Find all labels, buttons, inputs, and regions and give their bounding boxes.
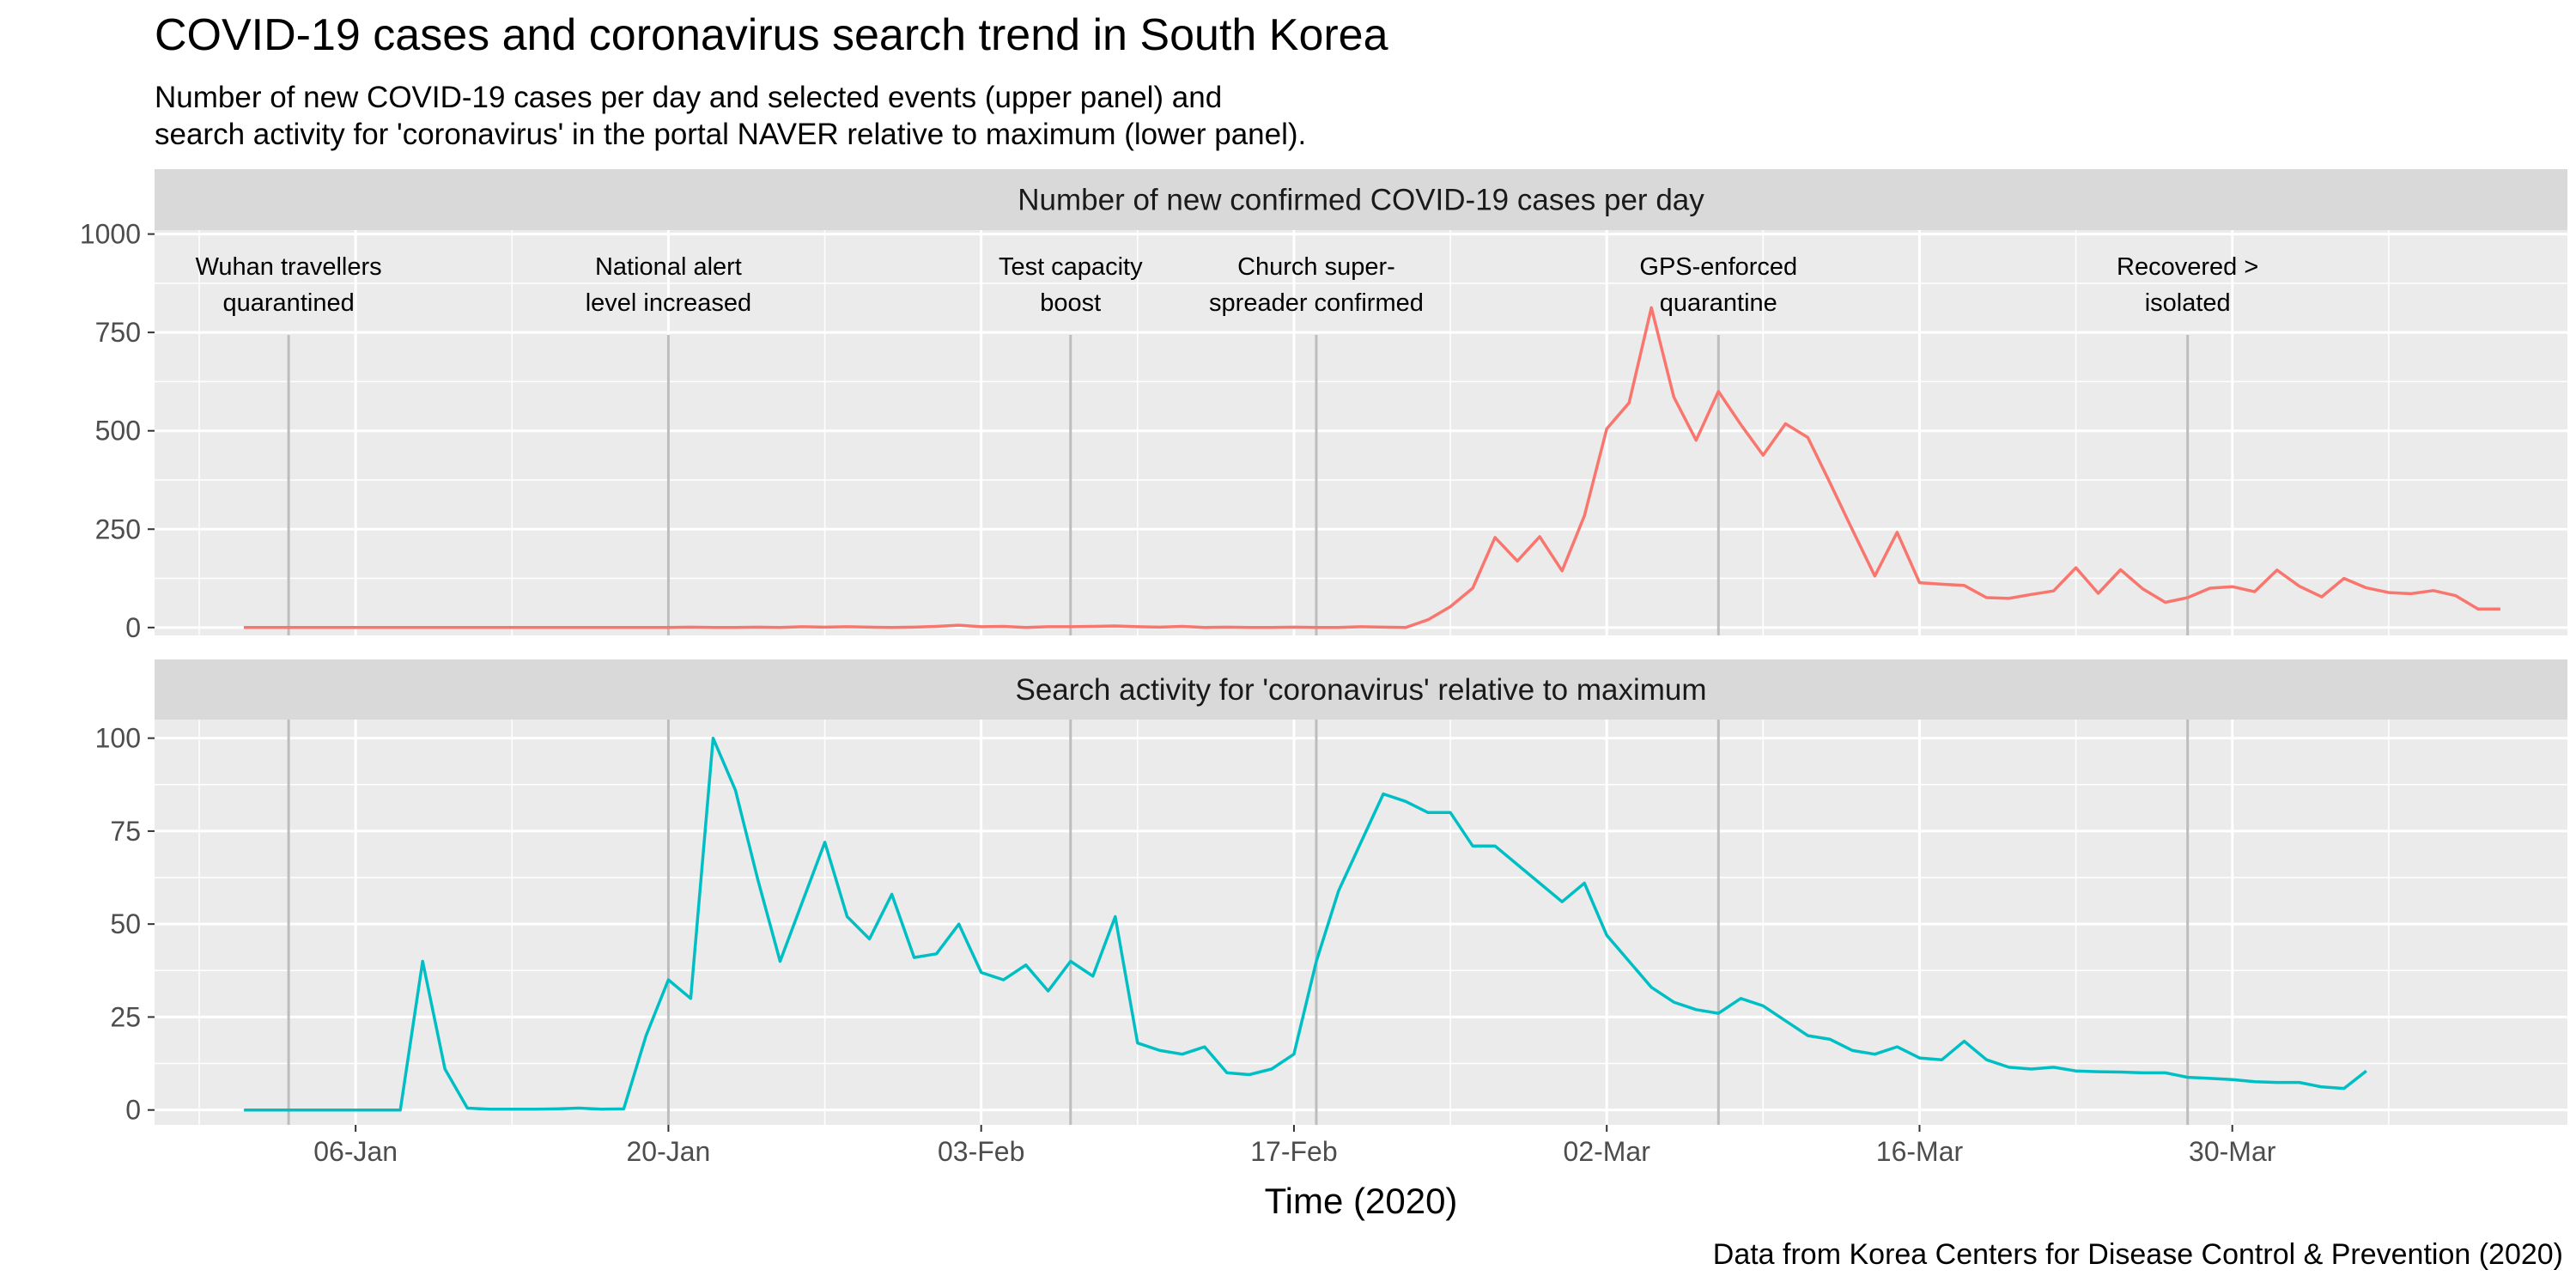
event-label: spreader confirmed — [1209, 289, 1424, 317]
chart-subtitle-line-1: Number of new COVID-19 cases per day and… — [155, 81, 1222, 114]
event-label: Recovered > — [2117, 253, 2258, 281]
event-label: quarantined — [223, 289, 355, 317]
x-tick-label: 17-Feb — [1250, 1136, 1337, 1167]
event-label: National alert — [595, 253, 742, 281]
chart-title: COVID-19 cases and coronavirus search tr… — [155, 10, 1388, 60]
x-axis-title: Time (2020) — [1265, 1181, 1458, 1221]
event-label: Church super- — [1237, 253, 1395, 281]
y-tick-label: 750 — [95, 317, 141, 348]
panel-background — [155, 720, 2567, 1125]
y-tick-label: 1000 — [80, 219, 141, 250]
series-line — [244, 736, 2367, 1112]
x-tick-label: 20-Jan — [627, 1136, 711, 1167]
x-tick-label: 06-Jan — [313, 1136, 398, 1167]
chart-caption: Data from Korea Centers for Disease Cont… — [1713, 1238, 2563, 1271]
x-tick-label: 30-Mar — [2189, 1136, 2276, 1167]
panel-strip-label: Search activity for 'coronavirus' relati… — [1015, 673, 1706, 707]
series-line — [244, 306, 2500, 629]
y-tick-label: 100 — [95, 723, 141, 754]
x-tick-label: 16-Mar — [1876, 1136, 1964, 1167]
x-tick-label: 03-Feb — [938, 1136, 1024, 1167]
panel-1: Number of new confirmed COVID-19 cases p… — [80, 169, 2567, 643]
event-label: isolated — [2145, 289, 2231, 317]
y-tick-label: 75 — [110, 816, 141, 847]
y-tick-label: 500 — [95, 416, 141, 447]
x-axis: 06-Jan 20-Jan 03-Feb 17-Feb 02-Mar 16-Mar 30-M… — [313, 1125, 2276, 1167]
panel-strip-label: Number of new confirmed COVID-19 cases p… — [1018, 184, 1704, 217]
panel-strip — [155, 169, 2567, 230]
x-tick-label: 02-Mar — [1564, 1136, 1651, 1167]
y-tick-label: 50 — [110, 908, 141, 939]
event-label: GPS-enforced — [1639, 253, 1797, 281]
event-label: boost — [1040, 289, 1101, 317]
panel-strip — [155, 659, 2567, 720]
chart-panels: Number of new confirmed COVID-19 cases p… — [80, 169, 2567, 1126]
event-label: Test capacity — [999, 253, 1143, 281]
panel-2: Search activity for 'coronavirus' relati… — [95, 659, 2567, 1126]
y-tick-label: 25 — [110, 1001, 141, 1032]
y-tick-label: 250 — [95, 513, 141, 544]
event-label: Wuhan travellers — [196, 253, 382, 281]
event-label: level increased — [586, 289, 751, 317]
y-tick-label: 0 — [125, 1095, 141, 1126]
y-tick-label: 0 — [125, 612, 141, 643]
panel-background — [155, 230, 2567, 635]
chart-subtitle-line-2: search activity for 'coronavirus' in the… — [155, 118, 1306, 151]
event-label: quarantine — [1660, 289, 1777, 317]
